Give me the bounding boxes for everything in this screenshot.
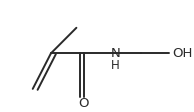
Text: OH: OH — [172, 47, 192, 60]
Text: H: H — [111, 59, 120, 72]
Text: O: O — [78, 97, 89, 110]
Text: N: N — [111, 47, 120, 60]
